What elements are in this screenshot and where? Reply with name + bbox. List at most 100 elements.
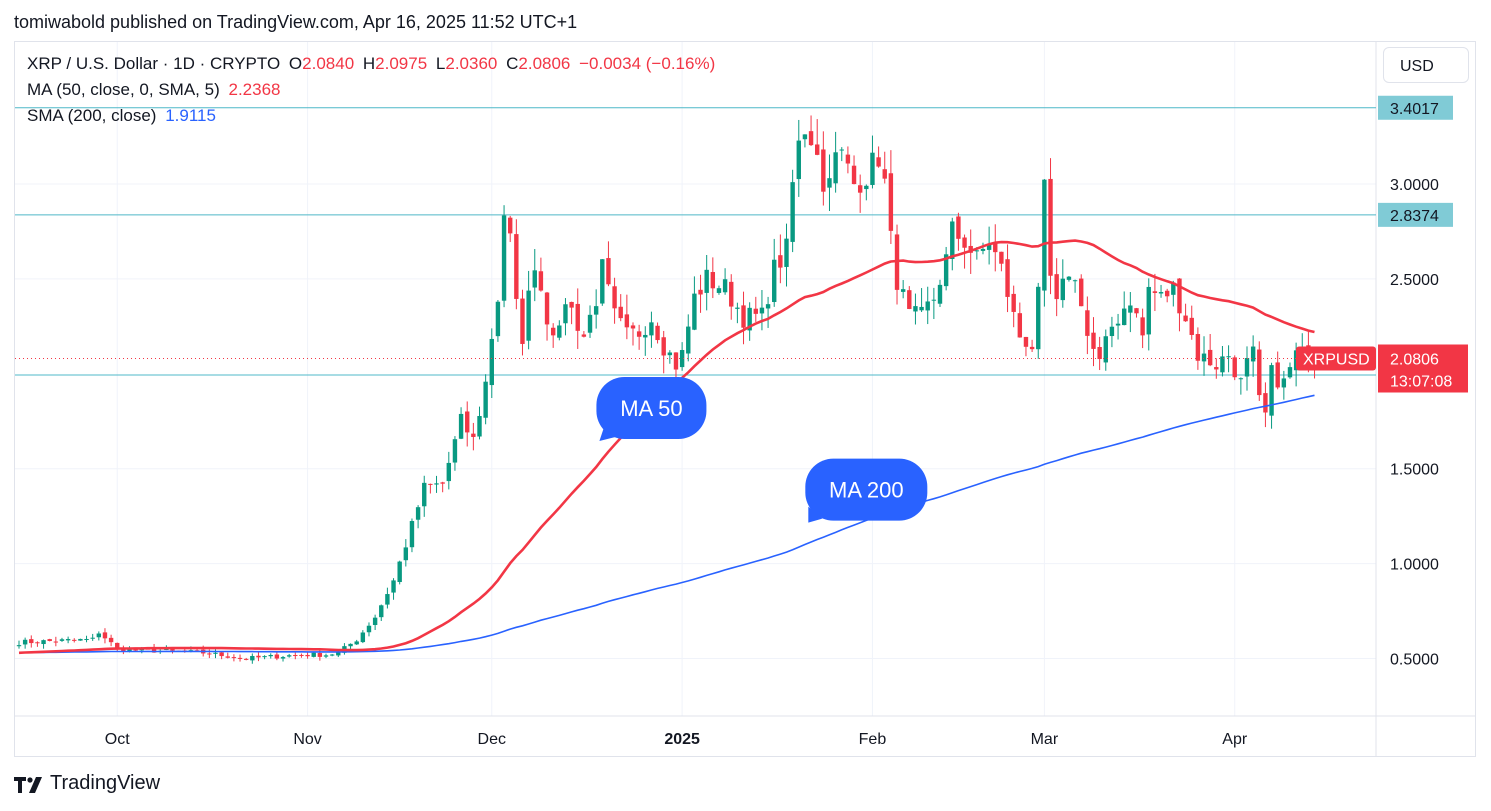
footer-brand-label: TradingView bbox=[50, 772, 161, 794]
candle-body bbox=[1189, 317, 1194, 335]
candle-body bbox=[778, 255, 783, 268]
candle-body bbox=[1036, 286, 1041, 350]
level-badge bbox=[1378, 202, 1453, 227]
currency-button[interactable]: USD bbox=[1383, 47, 1469, 83]
candle-body bbox=[526, 290, 531, 341]
candle-body bbox=[1281, 378, 1287, 388]
candle-body bbox=[1060, 278, 1065, 301]
candle-body bbox=[729, 281, 734, 307]
x-tick-label: Nov bbox=[293, 731, 321, 748]
chart-frame[interactable] bbox=[14, 41, 1476, 757]
candle-body bbox=[514, 234, 519, 299]
candle-body bbox=[698, 289, 703, 295]
candle-body bbox=[950, 221, 955, 259]
candle-body bbox=[483, 381, 488, 418]
symbol-tag bbox=[1296, 346, 1376, 371]
candle-body bbox=[1122, 308, 1127, 326]
sma200-value: 1.9115 bbox=[165, 106, 216, 125]
ma50-legend[interactable]: MA (50, close, 0, SMA, 5) 2.2368 bbox=[27, 80, 284, 100]
candle-body bbox=[22, 639, 28, 645]
candle-body bbox=[219, 652, 224, 657]
candle-body bbox=[1232, 357, 1237, 378]
candle-body bbox=[1029, 346, 1035, 350]
candle-body bbox=[612, 286, 617, 309]
candle-body bbox=[268, 654, 273, 657]
candle-body bbox=[452, 439, 458, 463]
x-tick-label: Dec bbox=[478, 731, 506, 748]
candle-body bbox=[673, 352, 679, 370]
candle-body bbox=[937, 284, 943, 304]
candle-body bbox=[102, 632, 108, 639]
candle-body bbox=[336, 651, 341, 656]
candle-body bbox=[59, 639, 65, 641]
candle-body bbox=[630, 325, 636, 329]
footer-brand[interactable]: TradingView bbox=[14, 772, 160, 795]
candle-body bbox=[759, 307, 765, 314]
candle-body bbox=[790, 182, 795, 242]
candle-body bbox=[47, 639, 52, 641]
candle-body bbox=[686, 326, 691, 354]
candle-body bbox=[225, 656, 230, 658]
candle-body bbox=[851, 165, 857, 185]
candle-body bbox=[415, 507, 421, 520]
candle-body bbox=[29, 639, 34, 644]
candle-body bbox=[943, 254, 949, 287]
candle-body bbox=[72, 639, 77, 641]
candle-body bbox=[833, 152, 838, 184]
candle-body bbox=[409, 521, 415, 548]
candle-body bbox=[1017, 313, 1023, 338]
candle-body bbox=[679, 350, 685, 368]
candle-body bbox=[243, 658, 249, 660]
candle-body bbox=[317, 653, 323, 657]
candle-body bbox=[1140, 317, 1145, 336]
candle-body bbox=[999, 251, 1004, 264]
annotation-label: MA 200 bbox=[829, 478, 904, 503]
candle-body bbox=[864, 185, 869, 190]
candle-body bbox=[606, 258, 611, 285]
legend-high-label: H bbox=[362, 54, 376, 73]
candle-body bbox=[796, 140, 801, 180]
candle-body bbox=[1164, 290, 1170, 297]
y-tick-label: 3.0000 bbox=[1390, 177, 1439, 194]
candle-body bbox=[1263, 393, 1268, 413]
candle-body bbox=[133, 649, 138, 651]
ma50-label: MA (50, close, 0, SMA, 5) bbox=[27, 80, 220, 99]
candle-body bbox=[90, 637, 95, 639]
candle-body bbox=[821, 149, 826, 192]
candle-body bbox=[1183, 315, 1188, 322]
x-tick-label: Feb bbox=[859, 731, 887, 748]
candle-body bbox=[581, 334, 587, 337]
legend-low-value: 2.0360 bbox=[445, 54, 498, 73]
candle-body bbox=[274, 654, 280, 659]
legend-symbol: XRP / U.S. Dollar · 1D · CRYPTO bbox=[27, 54, 281, 73]
candle-body bbox=[1042, 179, 1047, 291]
candle-body bbox=[207, 653, 212, 655]
candle-body bbox=[16, 645, 22, 647]
candle-body bbox=[329, 654, 335, 656]
candle-body bbox=[1072, 280, 1078, 282]
candle-body bbox=[839, 149, 844, 151]
candle-body bbox=[1269, 365, 1274, 416]
x-tick-label: 2025 bbox=[664, 731, 700, 748]
candle-body bbox=[1152, 291, 1158, 293]
candle-body bbox=[993, 242, 998, 253]
candle-body bbox=[440, 482, 445, 484]
candle-body bbox=[115, 642, 120, 648]
candle-body bbox=[980, 248, 986, 251]
candle-body bbox=[489, 338, 494, 386]
y-tick-label: 1.5000 bbox=[1390, 462, 1439, 479]
candle-body bbox=[520, 298, 525, 344]
x-tick-label: Apr bbox=[1222, 731, 1248, 748]
candle-body bbox=[1250, 346, 1256, 362]
x-tick-label: Mar bbox=[1031, 731, 1059, 748]
candle-body bbox=[84, 638, 89, 640]
sma200-legend[interactable]: SMA (200, close) 1.9115 bbox=[27, 106, 220, 126]
candle-body bbox=[747, 307, 752, 331]
candle-body bbox=[495, 301, 501, 337]
candle-body bbox=[857, 185, 863, 193]
candle-body bbox=[986, 244, 992, 250]
candle-body bbox=[667, 352, 673, 356]
candle-body bbox=[471, 433, 476, 437]
candle-body bbox=[1091, 332, 1096, 349]
